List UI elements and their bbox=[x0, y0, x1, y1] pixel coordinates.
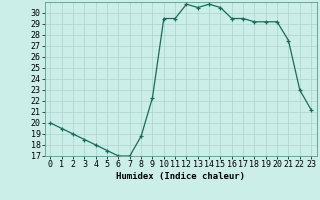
X-axis label: Humidex (Indice chaleur): Humidex (Indice chaleur) bbox=[116, 172, 245, 181]
